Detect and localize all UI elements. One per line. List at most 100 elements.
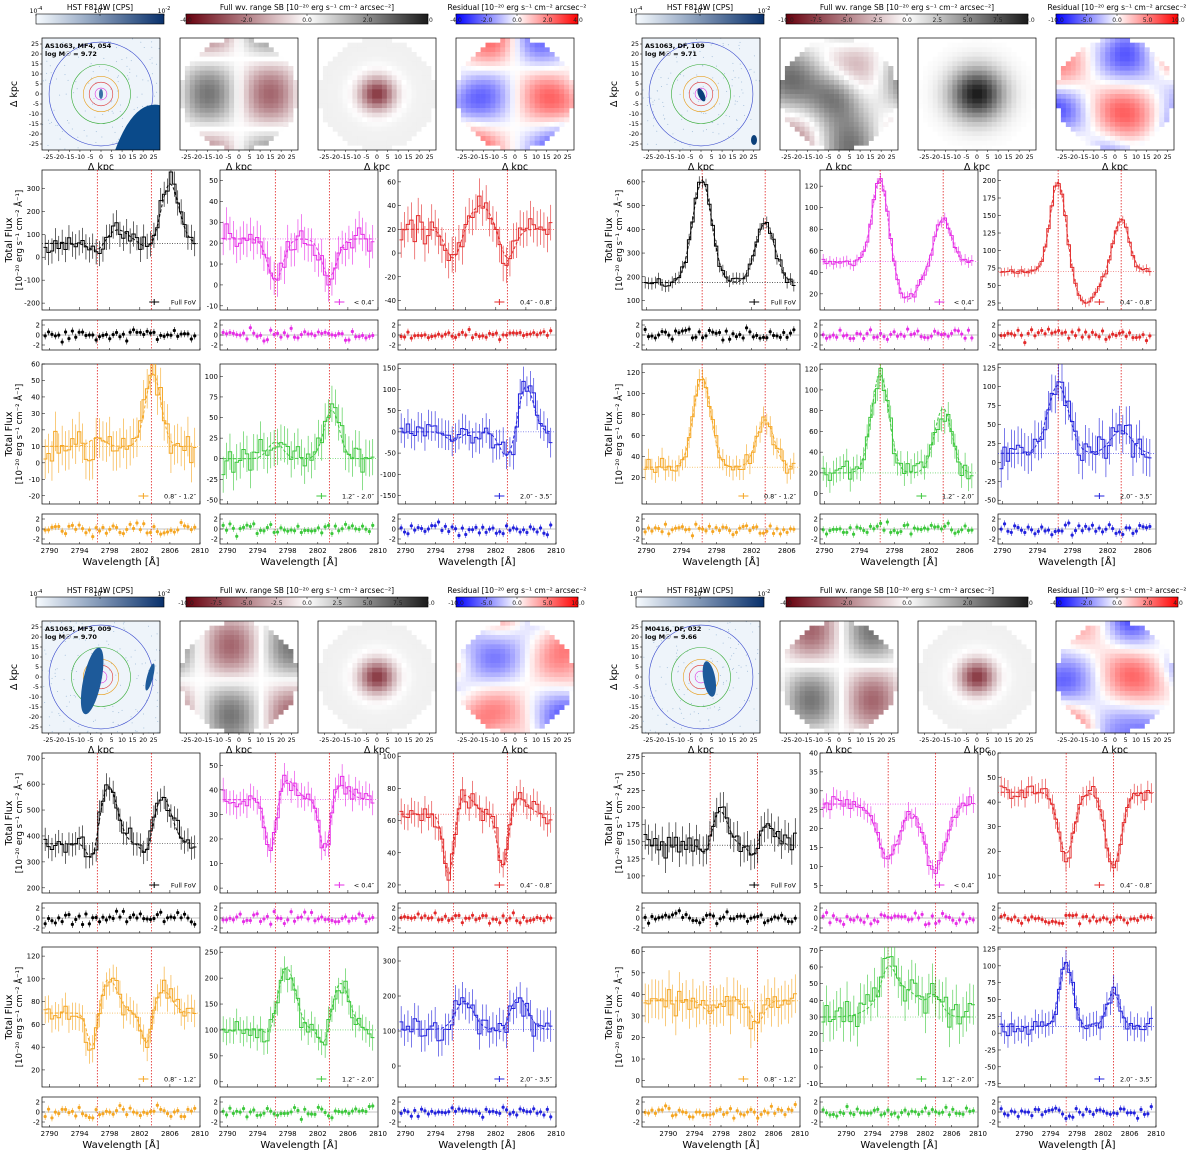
residual-point: [1013, 333, 1017, 337]
map-pixel: [456, 80, 462, 85]
map-pixel: [534, 47, 540, 53]
map-pixel: [977, 89, 983, 95]
map-pixel: [352, 47, 358, 53]
residual-point: [477, 531, 481, 535]
map-pixel: [1124, 126, 1131, 132]
hst-noise: [86, 135, 88, 137]
hst-noise: [76, 88, 78, 90]
residual-point: [919, 335, 923, 339]
map-pixel: [1139, 94, 1145, 99]
map-pixel: [1080, 80, 1086, 85]
sb-colorbar-label: Full wv. range SB [10⁻²⁰ erg s⁻¹ cm⁻² ar…: [220, 3, 394, 12]
map-pixel: [957, 75, 963, 81]
map-pixel: [416, 56, 422, 62]
map-pixel: [1110, 117, 1116, 123]
hst-noise: [151, 62, 153, 64]
colorbar-tick-label: -2.5: [871, 17, 883, 24]
map-pixel: [1065, 66, 1072, 71]
map-pixel: [1065, 94, 1072, 99]
map-pixel: [932, 56, 938, 62]
map-pixel: [377, 145, 383, 151]
map-pixel: [1075, 122, 1081, 127]
map-xtick-label: 0: [699, 154, 703, 161]
map-pixel: [932, 89, 938, 95]
map-pixel: [357, 108, 363, 113]
map-pixel: [986, 84, 993, 90]
map-pixel: [342, 98, 348, 104]
map-pixel: [1011, 112, 1017, 118]
map-pixel: [1129, 47, 1135, 53]
map-pixel: [1129, 103, 1135, 109]
map-pixel: [977, 98, 983, 104]
residual-point: [286, 529, 290, 533]
residual-point: [135, 330, 139, 334]
map-pixel: [853, 103, 859, 109]
residual-point: [447, 529, 451, 534]
exponent: -3: [701, 6, 706, 12]
residual-colorbar-label: Residual [10⁻²⁰ erg s⁻¹ cm⁻² arcsec⁻²: [448, 3, 587, 12]
map-pixel: [981, 94, 988, 99]
map-pixel: [883, 108, 889, 113]
residual-point: [782, 330, 786, 335]
map-pixel: [1115, 94, 1121, 99]
residual-point: [498, 338, 502, 342]
map-pixel: [947, 94, 953, 99]
hst-noise: [136, 107, 138, 109]
map-pixel: [1011, 89, 1017, 95]
map-pixel: [411, 122, 417, 127]
map-pixel: [510, 145, 516, 151]
ytick-label: 0: [392, 250, 396, 258]
map-pixel: [495, 140, 501, 146]
map-pixel: [1021, 61, 1027, 67]
map-xtick-label: -20: [468, 154, 478, 161]
map-pixel: [322, 117, 329, 123]
map-pixel: [337, 126, 343, 132]
map-pixel: [1164, 98, 1170, 104]
map-pixel: [829, 126, 835, 132]
map-ytick-label: 5: [35, 81, 39, 88]
map-xtick-label: 10: [856, 154, 864, 161]
map-pixel: [1090, 136, 1096, 141]
map-pixel: [858, 112, 864, 118]
map-pixel: [189, 66, 196, 71]
spectrum-frame: [397, 169, 557, 311]
hst-noise: [664, 118, 666, 120]
map-pixel: [519, 56, 526, 62]
map-pixel: [539, 94, 545, 99]
map-pixel: [789, 66, 796, 71]
map-pixel: [883, 112, 889, 118]
map-pixel: [352, 126, 358, 132]
ytick-label: 20: [31, 426, 40, 434]
map-pixel: [962, 131, 968, 137]
map-pixel: [510, 47, 516, 53]
colorbar-tick-label: -5.0: [841, 17, 853, 24]
map-pixel: [381, 70, 388, 76]
residual-point: [101, 525, 105, 530]
map-pixel: [480, 56, 486, 62]
map-pixel: [878, 66, 884, 71]
map-pixel: [967, 52, 973, 57]
map-pixel: [1011, 66, 1017, 71]
map-pixel: [199, 108, 205, 113]
hst-noise: [738, 77, 740, 79]
residual-point: [453, 527, 458, 531]
map-pixel: [937, 70, 943, 76]
spectrum-plot: [42, 364, 200, 504]
map-pixel: [848, 56, 855, 62]
residual-point: [515, 331, 519, 335]
map-pixel: [347, 84, 353, 90]
residual-point: [690, 336, 695, 340]
map-pixel: [883, 122, 889, 127]
map-xtick-label: -20: [192, 154, 202, 161]
hst-noise: [736, 101, 738, 103]
hst-noise: [117, 81, 119, 83]
map-pixel: [1100, 131, 1106, 137]
map-pixel: [967, 136, 973, 141]
map-pixel: [1154, 61, 1160, 67]
map-pixel: [829, 38, 835, 43]
map-pixel: [569, 80, 575, 85]
map-pixel: [972, 140, 978, 146]
residual-point: [364, 336, 368, 340]
map-pixel: [942, 112, 948, 118]
map-pixel: [184, 80, 191, 85]
